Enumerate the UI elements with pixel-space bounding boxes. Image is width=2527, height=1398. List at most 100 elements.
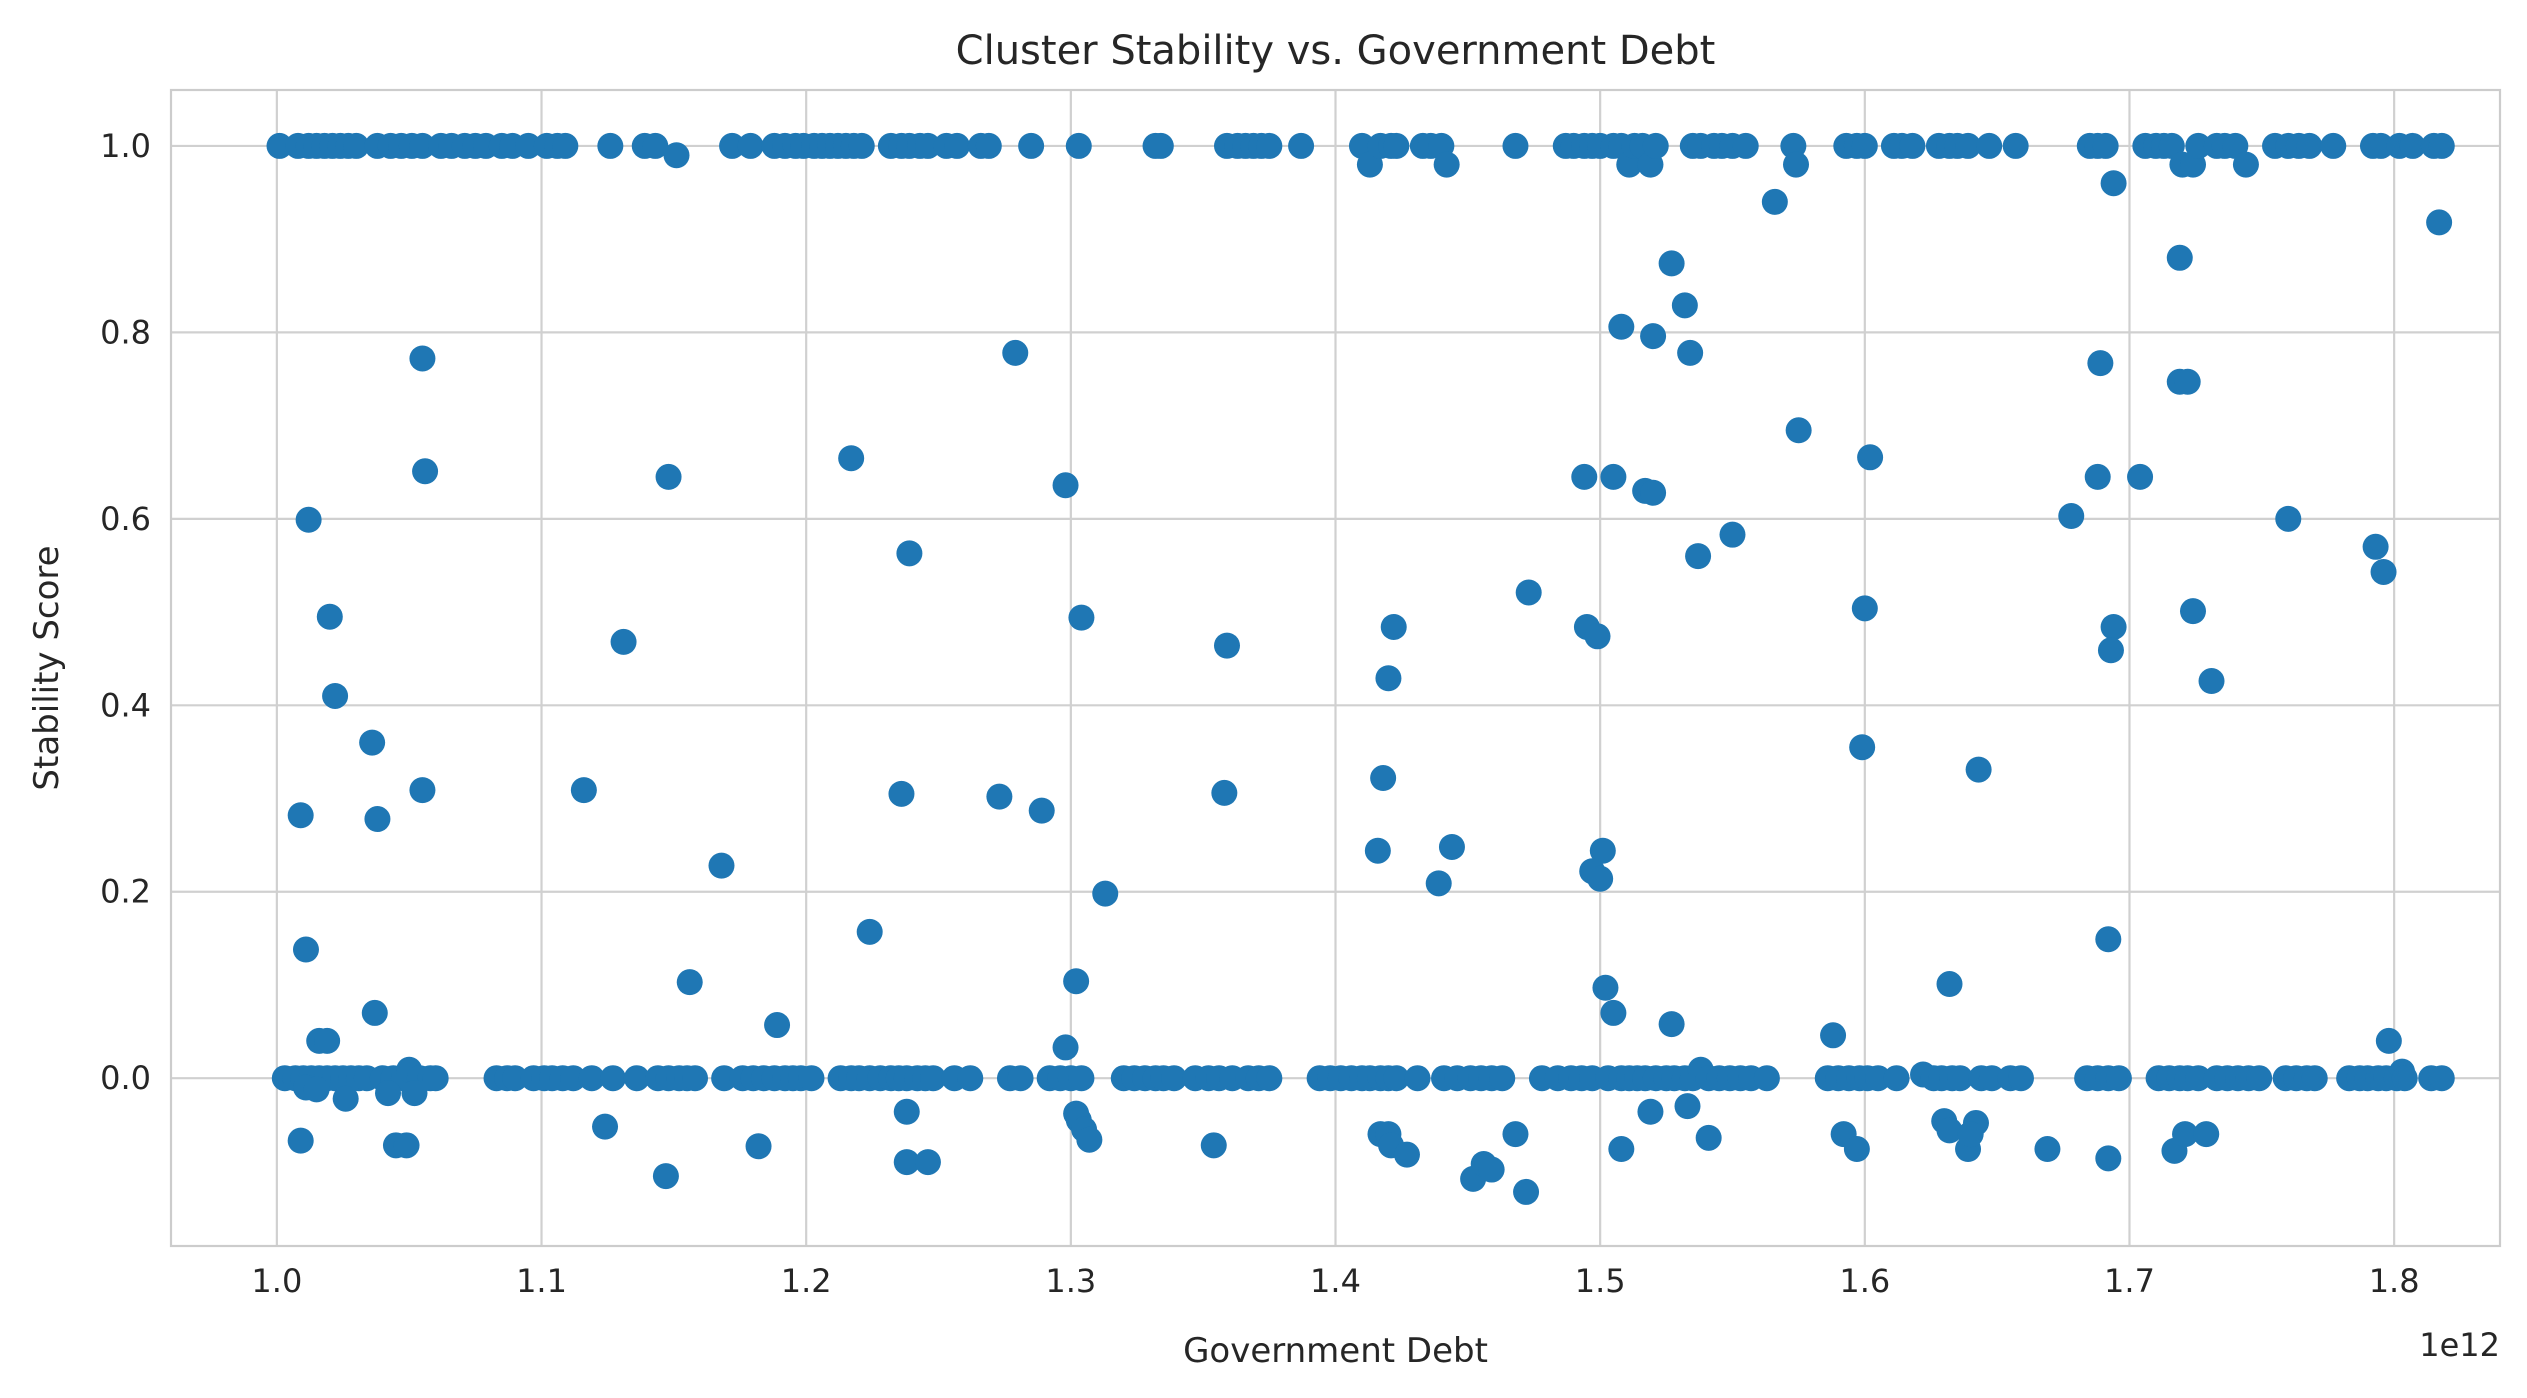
data-point bbox=[1584, 623, 1611, 650]
data-point bbox=[343, 132, 370, 159]
data-point bbox=[1978, 1065, 2005, 1092]
data-point bbox=[1211, 779, 1238, 806]
data-point bbox=[314, 1027, 341, 1054]
x-tick-label: 1.8 bbox=[2369, 1262, 2420, 1300]
plot-frame bbox=[169, 88, 2502, 1248]
data-point bbox=[375, 1080, 402, 1107]
data-point bbox=[1068, 1065, 1095, 1092]
y-tick-label: 0.2 bbox=[100, 873, 151, 911]
data-point bbox=[1695, 1124, 1722, 1151]
data-point bbox=[1065, 132, 1092, 159]
data-point bbox=[332, 1085, 359, 1112]
data-point bbox=[1425, 870, 1452, 897]
data-point bbox=[745, 1133, 772, 1160]
data-point bbox=[2002, 132, 2029, 159]
data-point bbox=[1028, 797, 1055, 824]
data-point bbox=[676, 969, 703, 996]
data-point bbox=[1433, 151, 1460, 178]
data-point bbox=[1600, 999, 1627, 1026]
data-point bbox=[1600, 463, 1627, 490]
data-point bbox=[798, 1065, 825, 1092]
data-point bbox=[893, 1149, 920, 1176]
data-point bbox=[1513, 1178, 1540, 1205]
data-point bbox=[1865, 1065, 1892, 1092]
data-point bbox=[592, 1113, 619, 1140]
data-point bbox=[287, 802, 314, 829]
data-point bbox=[359, 729, 386, 756]
data-point bbox=[2092, 132, 2119, 159]
data-point bbox=[322, 682, 349, 709]
data-point bbox=[1502, 132, 1529, 159]
data-point bbox=[1256, 132, 1283, 159]
data-point bbox=[1052, 1034, 1079, 1061]
data-point bbox=[1936, 1117, 1963, 1144]
data-point bbox=[838, 445, 865, 472]
data-point bbox=[663, 142, 690, 169]
data-point bbox=[2127, 463, 2154, 490]
data-point bbox=[1478, 1156, 1505, 1183]
data-point bbox=[1658, 1011, 1685, 1038]
data-point bbox=[2232, 151, 2259, 178]
data-point bbox=[652, 1163, 679, 1190]
data-point bbox=[1955, 132, 1982, 159]
data-point bbox=[1375, 665, 1402, 692]
data-point bbox=[1783, 151, 1810, 178]
data-point bbox=[2097, 637, 2124, 664]
data-points bbox=[266, 132, 2455, 1205]
data-point bbox=[1063, 968, 1090, 995]
data-point bbox=[856, 918, 883, 945]
data-point bbox=[1007, 1065, 1034, 1092]
data-point bbox=[2193, 1121, 2220, 1148]
data-point bbox=[1068, 604, 1095, 631]
data-point bbox=[2370, 558, 2397, 585]
x-tick-labels: 1.0 1.1 1.2 1.3 1.4 1.5 1.6 1.7 1.8 bbox=[251, 1262, 2419, 1300]
y-tick-label: 1.0 bbox=[100, 127, 151, 165]
data-point bbox=[560, 1065, 587, 1092]
data-point bbox=[914, 132, 941, 159]
data-point bbox=[1076, 1126, 1103, 1153]
data-point bbox=[1370, 765, 1397, 792]
data-point bbox=[975, 132, 1002, 159]
data-point bbox=[623, 1065, 650, 1092]
data-point bbox=[2391, 1065, 2418, 1092]
data-point bbox=[2428, 132, 2455, 159]
data-point bbox=[1851, 132, 1878, 159]
data-point bbox=[2246, 1065, 2273, 1092]
data-point bbox=[2084, 463, 2111, 490]
data-point bbox=[1147, 132, 1174, 159]
data-point bbox=[2296, 132, 2323, 159]
x-tick-label: 1.3 bbox=[1045, 1262, 1096, 1300]
data-point bbox=[2174, 368, 2201, 395]
data-point bbox=[2428, 1065, 2455, 1092]
data-point bbox=[1642, 132, 1669, 159]
data-point bbox=[1732, 132, 1759, 159]
data-point bbox=[597, 132, 624, 159]
data-point bbox=[1849, 734, 1876, 761]
data-point bbox=[1489, 1065, 1516, 1092]
data-point bbox=[303, 1076, 330, 1103]
data-point bbox=[1936, 971, 1963, 998]
data-point bbox=[896, 540, 923, 567]
data-point bbox=[1200, 1132, 1227, 1159]
data-point bbox=[552, 132, 579, 159]
data-point bbox=[412, 458, 439, 485]
x-axis-offset-label: 1e12 bbox=[2419, 1326, 2500, 1364]
data-point bbox=[1002, 339, 1029, 366]
chart-title: Cluster Stability vs. Government Debt bbox=[956, 28, 1716, 74]
data-point bbox=[1515, 579, 1542, 606]
data-point bbox=[1957, 1121, 1984, 1148]
data-point bbox=[2198, 668, 2225, 695]
data-point bbox=[2367, 132, 2394, 159]
data-point bbox=[2087, 350, 2114, 377]
data-point bbox=[1677, 339, 1704, 366]
data-point bbox=[316, 603, 343, 630]
data-point bbox=[2375, 1027, 2402, 1054]
x-tick-label: 1.2 bbox=[781, 1262, 832, 1300]
data-point bbox=[848, 132, 875, 159]
data-point bbox=[422, 1065, 449, 1092]
data-point bbox=[1671, 292, 1698, 319]
data-point bbox=[1753, 1065, 1780, 1092]
data-point bbox=[914, 1149, 941, 1176]
data-point bbox=[2058, 503, 2085, 530]
